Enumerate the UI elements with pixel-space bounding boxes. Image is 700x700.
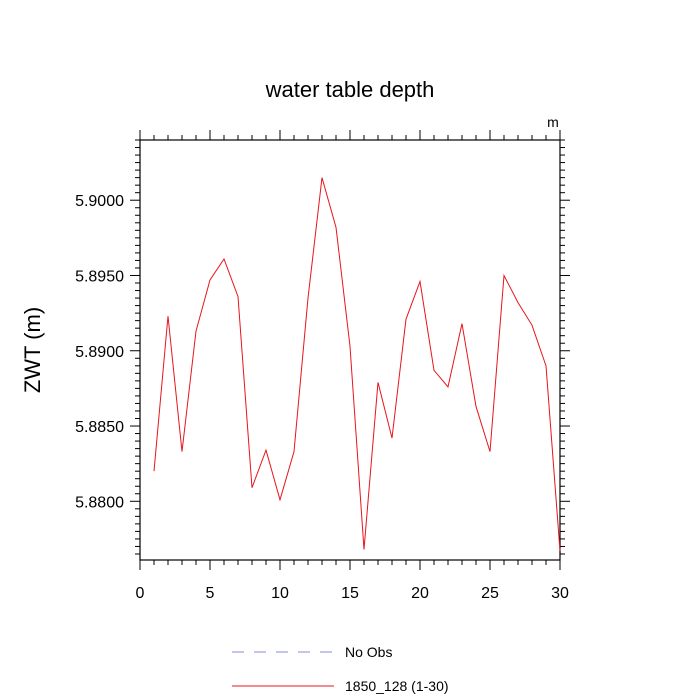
legend: No Obs 1850_128 (1-30): [232, 644, 449, 694]
y-axis-label: ZWT (m): [20, 307, 45, 393]
x-tick-label: 30: [551, 585, 569, 602]
x-tick-label: 20: [411, 585, 429, 602]
legend-label: No Obs: [345, 644, 392, 660]
series-lines: [153, 177, 561, 552]
axis-ticks: [130, 130, 570, 570]
y-tick-label: 5.8850: [75, 419, 124, 436]
chart-title: water table depth: [265, 77, 435, 102]
x-tick-label: 5: [206, 585, 215, 602]
x-tick-label: 25: [481, 585, 499, 602]
y-tick-label: 5.8900: [75, 344, 124, 361]
units-label: m: [547, 114, 559, 130]
x-tick-label: 15: [341, 585, 359, 602]
y-tick-label: 5.9000: [75, 193, 124, 210]
x-tick-label: 0: [136, 585, 145, 602]
legend-label: 1850_128 (1-30): [345, 678, 449, 694]
y-tick-label: 5.8950: [75, 268, 124, 285]
y-tick-label: 5.8800: [75, 494, 124, 511]
axis-tick-labels: 0 5 10 15 20 25 30 5.8800 5.8850 5.8900 5.8950 5.90…: [75, 193, 569, 602]
series-line: [153, 177, 561, 552]
x-tick-label: 10: [271, 585, 289, 602]
